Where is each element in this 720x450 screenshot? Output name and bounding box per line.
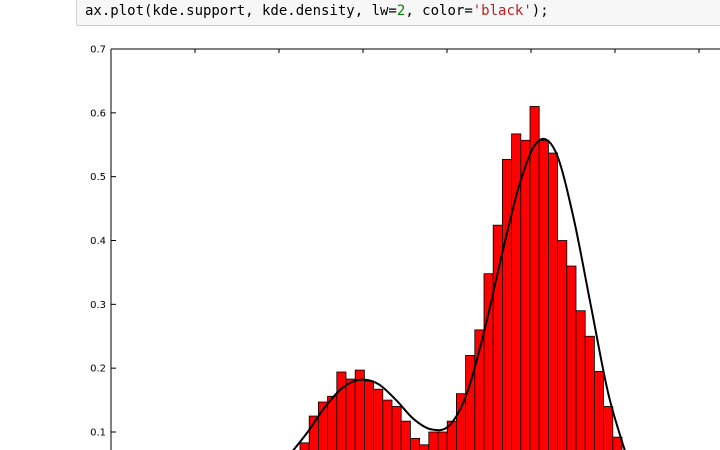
axes: 0.1 0.2 0.3 0.4 0.5 0.6 0.7 [90, 45, 720, 450]
histogram-bar [419, 444, 430, 450]
histogram-bar [437, 431, 448, 450]
histogram-bars [299, 106, 623, 450]
code-line[interactable]: ax.plot(kde.support, kde.density, lw=2, … [85, 3, 549, 19]
histogram-bar [584, 335, 595, 450]
histogram-bar [575, 310, 586, 450]
histogram-bar [409, 437, 420, 450]
histogram-bar [327, 395, 338, 450]
histogram-bar [538, 139, 549, 450]
histogram-bar [529, 106, 540, 450]
histogram-bar [308, 415, 319, 450]
code-cell[interactable]: ax.plot(kde.support, kde.density, lw=2, … [76, 0, 720, 26]
histogram-bar [363, 380, 374, 450]
y-tick-label: 0.6 [90, 108, 106, 119]
y-tick-label: 0.2 [90, 364, 106, 375]
plot-area-background [111, 49, 720, 450]
code-token-string: 'black' [472, 3, 532, 19]
histogram-bar [566, 265, 577, 450]
histogram-bar [428, 431, 439, 450]
kde-curve [292, 138, 626, 450]
histogram-bar [548, 152, 559, 450]
histogram-bar [603, 406, 614, 450]
y-tick-label: 0.3 [90, 300, 106, 311]
y-tick-label: 0.7 [90, 45, 106, 56]
histogram-bar [400, 420, 411, 450]
histogram-bar [336, 371, 347, 450]
histogram-bar [612, 436, 623, 450]
code-token: ax.plot(kde.support, kde.density, lw= [85, 3, 397, 19]
y-tick-label: 0.5 [90, 172, 106, 183]
histogram-bar [354, 369, 365, 450]
histogram-bar [345, 378, 356, 450]
histogram-bar [373, 388, 384, 450]
histogram-bar [299, 442, 310, 450]
histogram-bar [520, 139, 531, 450]
y-tick-label: 0.4 [90, 236, 106, 247]
histogram-bar [594, 370, 605, 450]
y-tick-label: 0.1 [90, 428, 106, 439]
histogram-bar [391, 406, 402, 450]
histogram-bar [501, 159, 512, 450]
histogram-bar [557, 240, 568, 450]
histogram-bar [382, 399, 393, 450]
code-token: ); [531, 3, 549, 19]
code-token: , color= [405, 3, 473, 19]
code-token-number: 2 [396, 3, 406, 19]
